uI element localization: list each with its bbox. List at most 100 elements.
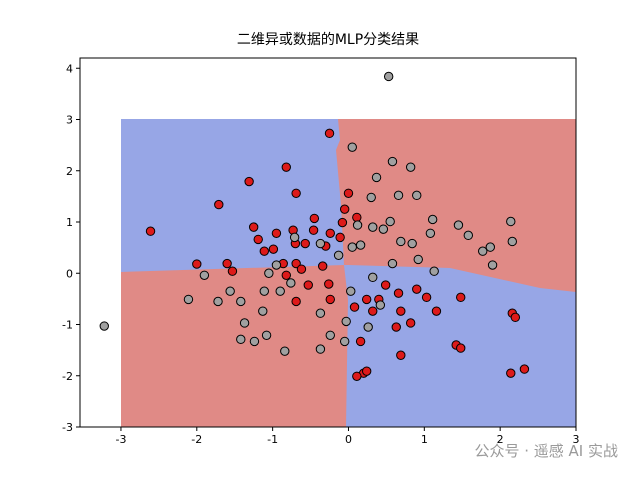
point <box>396 350 406 360</box>
point <box>259 246 269 256</box>
point <box>507 236 517 247</box>
point <box>183 294 194 305</box>
point <box>387 156 398 167</box>
point <box>324 279 334 289</box>
point <box>324 128 335 139</box>
point <box>236 296 246 307</box>
point <box>335 232 345 243</box>
point <box>341 316 351 327</box>
point <box>431 306 442 316</box>
watermark: 公众号 · 遥感 AI 实战 <box>474 442 618 460</box>
point <box>391 322 401 332</box>
point <box>199 270 210 280</box>
point <box>456 343 466 353</box>
point <box>380 280 391 290</box>
point <box>361 294 372 305</box>
decision-regions <box>121 119 576 427</box>
point <box>378 224 389 234</box>
point <box>405 318 416 328</box>
point <box>412 284 422 294</box>
point <box>453 220 464 230</box>
x-tick-label: 2 <box>497 433 504 446</box>
point <box>315 238 326 249</box>
point <box>258 306 268 316</box>
point <box>463 230 474 241</box>
y-tick-label: 0 <box>66 267 73 280</box>
point <box>271 228 282 238</box>
point <box>506 368 516 378</box>
chart-title: 二维异或数据的MLP分类结果 <box>237 32 419 48</box>
point <box>375 300 386 310</box>
point <box>325 294 335 305</box>
point <box>145 226 156 236</box>
point <box>352 212 362 223</box>
point <box>339 336 350 347</box>
point <box>303 280 313 290</box>
point <box>421 292 432 303</box>
point <box>271 260 282 270</box>
point <box>412 190 422 201</box>
point <box>99 321 109 331</box>
point <box>413 254 423 265</box>
point <box>347 242 357 252</box>
y-tick-label: -3 <box>62 421 73 434</box>
point <box>361 366 372 376</box>
point <box>264 268 274 278</box>
point <box>259 286 269 296</box>
point <box>510 312 521 323</box>
y-tick-label: 3 <box>66 114 73 127</box>
x-tick-label: 1 <box>421 433 428 446</box>
point <box>368 306 378 316</box>
y-tick-label: -2 <box>62 370 73 383</box>
point <box>346 286 356 296</box>
x-tick-label: -1 <box>267 433 278 446</box>
point <box>300 238 310 249</box>
point <box>261 330 272 340</box>
point <box>339 204 350 214</box>
point <box>249 336 260 347</box>
point <box>291 258 301 269</box>
point <box>355 240 366 250</box>
point <box>192 259 202 269</box>
point <box>275 286 285 296</box>
point <box>506 216 516 227</box>
point <box>407 238 417 249</box>
point <box>366 192 376 203</box>
point <box>253 234 263 245</box>
point <box>296 264 307 274</box>
point <box>289 232 300 243</box>
point <box>214 199 224 210</box>
point <box>347 142 357 152</box>
point <box>315 308 326 318</box>
point <box>456 292 466 303</box>
x-tick-label: -2 <box>191 433 202 446</box>
point <box>429 266 439 276</box>
y-tick-label: 4 <box>66 62 73 75</box>
point <box>317 261 328 271</box>
x-tick-label: -3 <box>115 433 126 446</box>
point <box>291 296 301 307</box>
y-tick-label: -1 <box>62 319 73 332</box>
point <box>286 278 296 288</box>
point <box>405 162 416 172</box>
point <box>308 225 319 235</box>
region-red <box>121 265 348 427</box>
point <box>291 188 301 199</box>
point <box>349 302 360 312</box>
point <box>281 162 291 172</box>
y-tick-label: 2 <box>66 165 73 178</box>
point <box>280 346 290 356</box>
point <box>213 296 223 307</box>
x-tick-label: 3 <box>573 433 580 446</box>
point <box>315 344 326 354</box>
point <box>427 214 438 225</box>
point <box>352 220 363 230</box>
point <box>396 236 406 247</box>
point <box>244 176 254 187</box>
point <box>368 222 378 232</box>
point <box>368 272 378 283</box>
point <box>387 258 398 269</box>
point <box>393 190 404 201</box>
point <box>519 364 530 374</box>
